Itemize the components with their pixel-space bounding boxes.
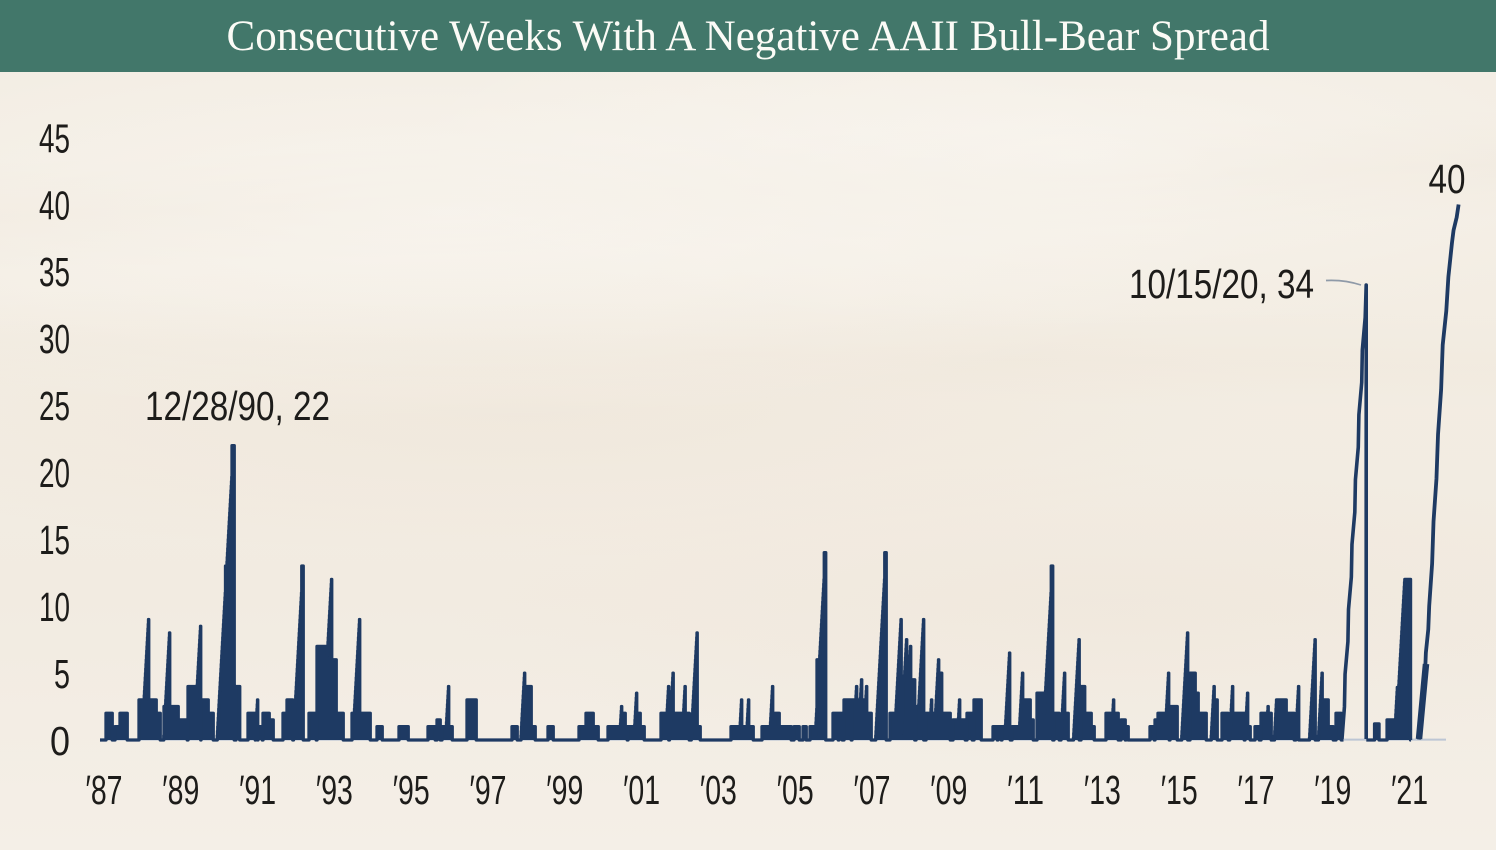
svg-text:′95: ′95 bbox=[393, 767, 430, 813]
svg-text:′01: ′01 bbox=[623, 767, 660, 813]
svg-text:′09: ′09 bbox=[930, 767, 967, 813]
svg-text:30: 30 bbox=[39, 316, 70, 362]
svg-text:′11: ′11 bbox=[1007, 767, 1044, 813]
svg-text:′19: ′19 bbox=[1314, 767, 1351, 813]
svg-text:′21: ′21 bbox=[1391, 767, 1428, 813]
svg-text:15: 15 bbox=[39, 517, 70, 563]
svg-text:′17: ′17 bbox=[1238, 767, 1275, 813]
svg-text:10/15/20, 34: 10/15/20, 34 bbox=[1129, 261, 1314, 307]
svg-text:′93: ′93 bbox=[316, 767, 353, 813]
svg-text:12/28/90, 22: 12/28/90, 22 bbox=[145, 383, 330, 429]
svg-text:′87: ′87 bbox=[86, 767, 123, 813]
svg-text:′91: ′91 bbox=[239, 767, 276, 813]
svg-text:35: 35 bbox=[39, 249, 70, 295]
svg-text:20: 20 bbox=[39, 450, 70, 496]
svg-text:40: 40 bbox=[1429, 156, 1466, 202]
svg-text:5: 5 bbox=[54, 651, 70, 697]
svg-text:′15: ′15 bbox=[1161, 767, 1198, 813]
svg-text:′13: ′13 bbox=[1084, 767, 1121, 813]
svg-text:′89: ′89 bbox=[162, 767, 199, 813]
svg-text:′07: ′07 bbox=[854, 767, 891, 813]
svg-text:′97: ′97 bbox=[470, 767, 507, 813]
svg-text:0: 0 bbox=[50, 718, 70, 764]
svg-text:′03: ′03 bbox=[700, 767, 737, 813]
svg-text:45: 45 bbox=[39, 115, 70, 161]
svg-text:40: 40 bbox=[39, 182, 70, 228]
svg-text:′99: ′99 bbox=[546, 767, 583, 813]
svg-text:′05: ′05 bbox=[777, 767, 814, 813]
svg-text:10: 10 bbox=[39, 584, 70, 630]
svg-text:25: 25 bbox=[39, 383, 70, 429]
